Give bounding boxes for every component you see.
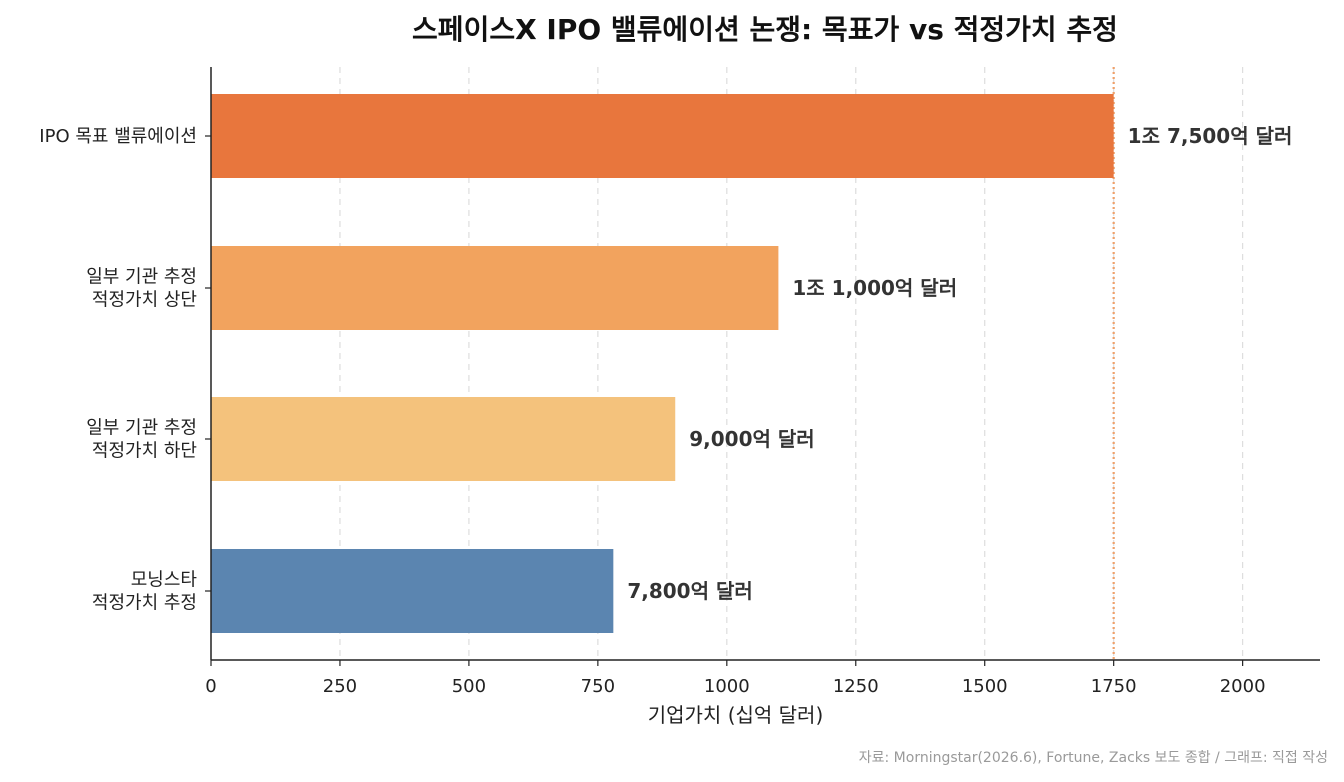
- data-label: 1조 1,000억 달러: [792, 276, 957, 300]
- data-label: 7,800억 달러: [627, 579, 752, 603]
- x-tick-label: 500: [452, 676, 486, 697]
- source-note: 자료: Morningstar(2026.6), Fortune, Zacks …: [858, 750, 1328, 766]
- x-tick-label: 750: [581, 676, 615, 697]
- x-tick-label: 1500: [962, 676, 1008, 697]
- x-tick-label: 250: [323, 676, 357, 697]
- bar: [211, 94, 1114, 178]
- x-tick-label: 0: [205, 676, 216, 697]
- data-label: 1조 7,500억 달러: [1128, 124, 1293, 148]
- labels: 1조 7,500억 달러 1조 1,000억 달러 9,000억 달러 7,800억 …: [39, 124, 1292, 727]
- bars: [211, 94, 1114, 633]
- x-tick-label: 2000: [1220, 676, 1266, 697]
- x-tick-label: 1250: [833, 676, 879, 697]
- data-label: 9,000억 달러: [689, 427, 814, 451]
- bar: [211, 549, 614, 633]
- x-tick-label: 1750: [1091, 676, 1137, 697]
- category-label: 모닝스타: [131, 570, 198, 591]
- x-axis-title: 기업가치 (십억 달러): [648, 703, 824, 727]
- x-tick-label: 1000: [704, 676, 750, 697]
- category-label: 일부 기관 추정: [86, 267, 197, 288]
- category-label: 일부 기관 추정: [86, 418, 197, 439]
- axes: [205, 67, 1320, 666]
- category-label: IPO 목표 밸류에이션: [39, 126, 197, 147]
- bar: [211, 246, 779, 330]
- category-label: 적정가치 하단: [92, 441, 197, 462]
- category-label: 적정가치 추정: [92, 593, 197, 614]
- chart-title: 스페이스X IPO 밸류에이션 논쟁: 목표가 vs 적정가치 추정: [412, 13, 1118, 46]
- bar: [211, 397, 676, 481]
- category-label: 적정가치 상단: [92, 290, 197, 311]
